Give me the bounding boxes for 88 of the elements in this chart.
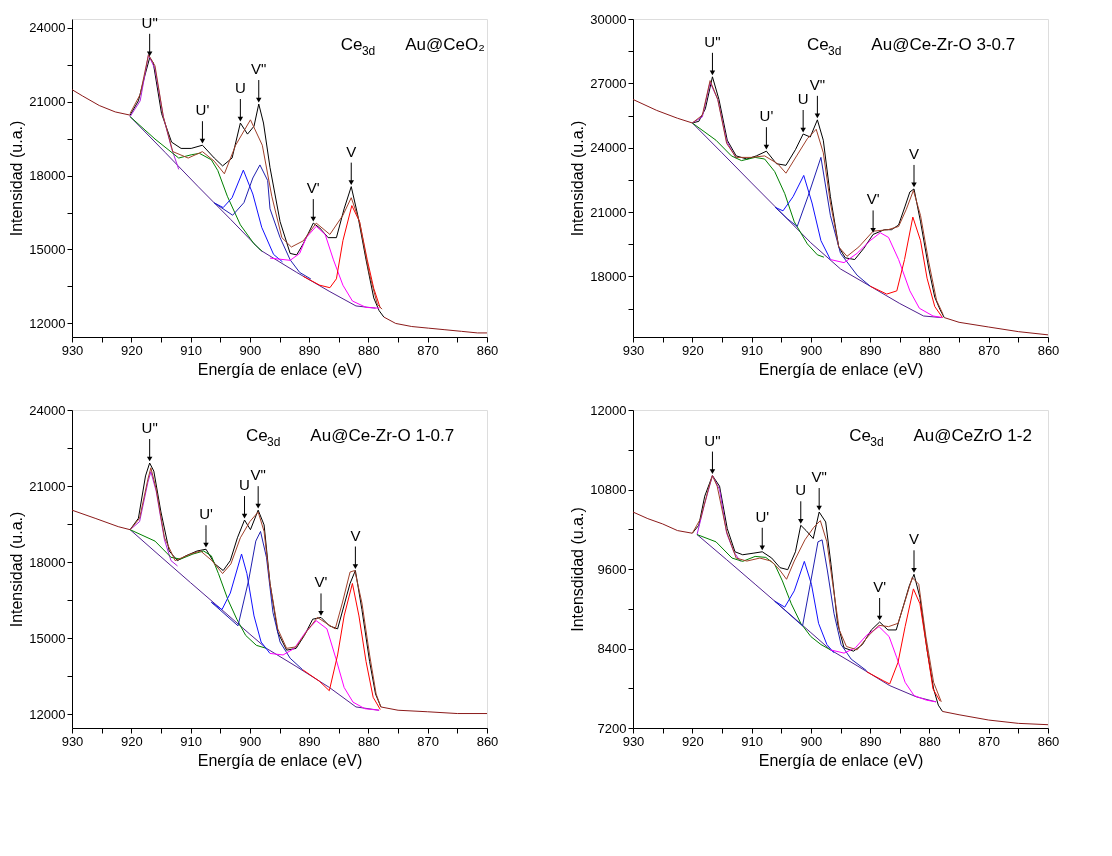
annotation: U" <box>141 419 158 436</box>
y-tick-label: 9600 <box>597 561 627 577</box>
y-tick-label: 18000 <box>590 268 627 284</box>
y-tick-label: 10800 <box>590 482 627 497</box>
x-tick-label: 860 <box>1037 733 1060 749</box>
y-axis-title: Intensidad (u.a.) <box>8 511 26 628</box>
x-tick-label: 900 <box>239 342 262 358</box>
annotation: U" <box>141 13 158 31</box>
x-tick-label: 880 <box>919 733 941 749</box>
y-tick-label: 7200 <box>597 720 627 736</box>
x-axis-title: Energía de enlace (eV) <box>758 360 924 378</box>
x-axis-title: Energía de enlace (eV) <box>197 751 363 769</box>
x-tick-label: 920 <box>681 733 704 749</box>
annotation: Au@CeZrO 1-2 <box>913 426 1032 445</box>
x-axis-title: Energía de enlace (eV) <box>758 751 924 769</box>
annotation: U <box>234 79 246 97</box>
x-tick-label: 910 <box>741 342 763 358</box>
annotation: Au@Ce-Zr-O 3-0.7 <box>871 35 1016 54</box>
x-tick-label: 890 <box>859 342 882 358</box>
annotation: V' <box>314 573 328 591</box>
x-tick-label: 870 <box>417 342 440 358</box>
x-tick-label: 870 <box>978 342 1001 358</box>
annotation: V' <box>873 578 887 595</box>
x-tick-label: 930 <box>61 342 84 358</box>
x-tick-label: 890 <box>298 733 321 749</box>
x-tick-label: 870 <box>417 733 440 749</box>
y-tick-label: 12000 <box>590 402 627 418</box>
x-tick-label: 890 <box>859 733 882 749</box>
x-axis-title: Energía de enlace (eV) <box>197 360 363 378</box>
annotation: V" <box>251 60 267 78</box>
x-tick-label: 930 <box>622 342 645 358</box>
y-tick-label: 12000 <box>29 706 66 722</box>
x-tick-label: 880 <box>358 733 380 749</box>
annotation: U <box>797 90 809 108</box>
y-tick-label: 12000 <box>29 315 66 331</box>
y-tick-label: 24000 <box>29 20 66 36</box>
x-tick-label: 930 <box>61 733 84 749</box>
x-tick-label: 860 <box>1037 342 1060 358</box>
y-axis-title: Intensdidad (u.a.) <box>569 507 587 632</box>
y-tick-label: 21000 <box>29 94 66 110</box>
x-tick-label: 900 <box>239 733 262 749</box>
x-tick-label: 900 <box>800 342 823 358</box>
annotation: V <box>350 526 361 544</box>
y-tick-label: 15000 <box>29 630 66 646</box>
annotation: U' <box>755 507 770 525</box>
x-tick-label: 930 <box>622 733 645 749</box>
annotation: Au@Ce-Zr-O 1-0.7 <box>310 426 455 445</box>
y-tick-label: 24000 <box>29 402 66 418</box>
x-tick-label: 870 <box>978 733 1001 749</box>
y-tick-label: 21000 <box>590 204 627 220</box>
annotation: Au@CeO₂ <box>405 35 485 54</box>
y-tick-label: 27000 <box>590 75 627 91</box>
annotation: U" <box>704 431 721 449</box>
annotation: V' <box>306 179 320 197</box>
y-tick-label: 15000 <box>29 241 66 257</box>
annotation: V <box>909 144 920 162</box>
x-tick-label: 910 <box>741 733 763 749</box>
x-tick-label: 900 <box>800 733 823 749</box>
annotation: V' <box>866 190 880 208</box>
x-tick-label: 910 <box>180 342 202 358</box>
annotation: U' <box>759 107 774 125</box>
annotation: V <box>909 530 920 548</box>
y-tick-label: 18000 <box>29 554 66 570</box>
annotation: U <box>795 481 807 499</box>
x-tick-label: 860 <box>476 342 499 358</box>
x-tick-label: 880 <box>919 342 941 358</box>
y-tick-label: 30000 <box>590 11 627 27</box>
annotation: U <box>239 476 250 494</box>
annotation: U' <box>199 505 213 523</box>
x-tick-label: 910 <box>180 733 202 749</box>
y-tick-label: 21000 <box>29 478 66 494</box>
annotation: V <box>346 142 357 160</box>
x-tick-label: 920 <box>681 342 704 358</box>
annotation: V" <box>250 466 266 484</box>
x-tick-label: 890 <box>298 342 321 358</box>
annotation: U' <box>195 101 210 119</box>
y-tick-label: 8400 <box>597 641 627 656</box>
y-axis-title: Intensidad (u.a.) <box>8 120 26 237</box>
annotation: U" <box>704 32 721 50</box>
annotation: V" <box>811 468 827 486</box>
annotation: V" <box>809 75 826 93</box>
y-tick-label: 24000 <box>590 140 627 156</box>
y-axis-title: Intensidad (u.a.) <box>569 120 587 237</box>
x-tick-label: 860 <box>476 733 499 749</box>
x-tick-label: 880 <box>358 342 380 358</box>
y-tick-label: 18000 <box>29 168 66 184</box>
x-tick-label: 920 <box>120 733 143 749</box>
x-tick-label: 920 <box>120 342 143 358</box>
